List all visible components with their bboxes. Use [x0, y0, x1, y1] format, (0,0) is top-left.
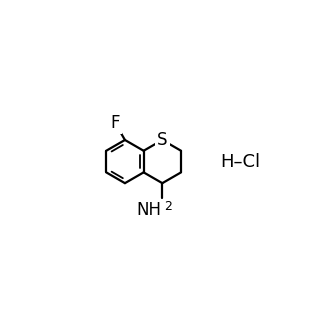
Text: F: F	[111, 115, 120, 132]
Text: H–Cl: H–Cl	[220, 152, 260, 171]
Text: S: S	[157, 131, 168, 149]
Text: 2: 2	[164, 200, 172, 213]
Text: NH: NH	[136, 201, 161, 219]
